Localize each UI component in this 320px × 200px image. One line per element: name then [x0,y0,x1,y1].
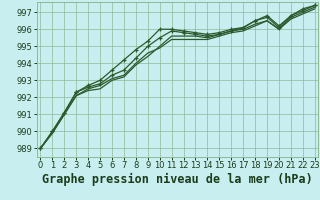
X-axis label: Graphe pression niveau de la mer (hPa): Graphe pression niveau de la mer (hPa) [42,173,313,186]
